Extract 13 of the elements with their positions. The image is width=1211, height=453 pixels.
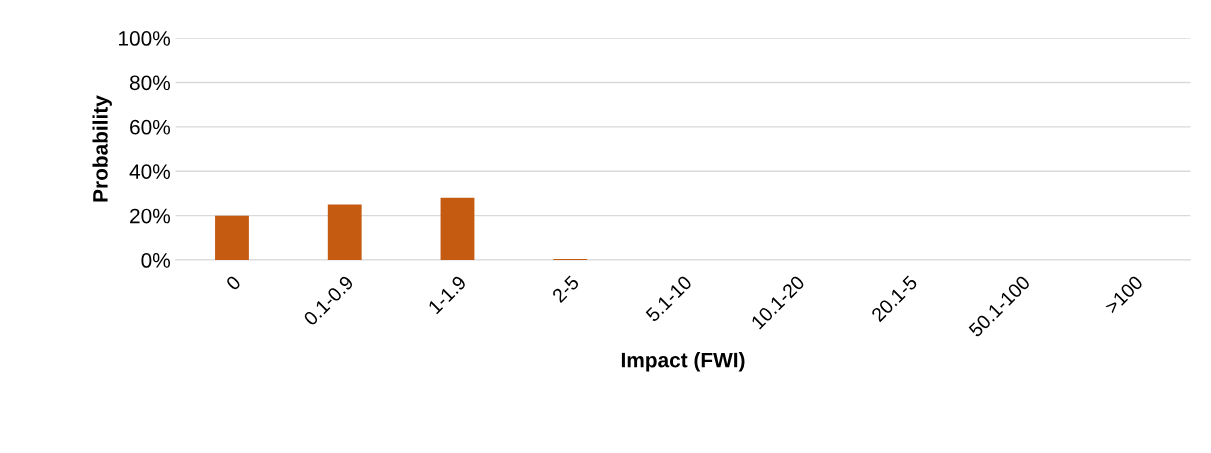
x-axis-title: Impact (FWI) <box>621 352 745 372</box>
bar <box>215 215 249 261</box>
y-tick-label: 40% <box>129 164 170 179</box>
y-axis-title: Probability <box>92 95 112 202</box>
y-tick-label: 80% <box>129 75 170 91</box>
y-tick-label: 0% <box>141 253 170 268</box>
x-tick-label: 2-5 <box>551 274 580 304</box>
bar <box>440 197 475 261</box>
bar <box>327 204 362 261</box>
x-tick-label: 0 <box>225 274 242 292</box>
y-tick-label: 100% <box>119 31 170 46</box>
y-tick-label: 20% <box>130 208 170 224</box>
y-tick-label: 60% <box>130 119 170 135</box>
